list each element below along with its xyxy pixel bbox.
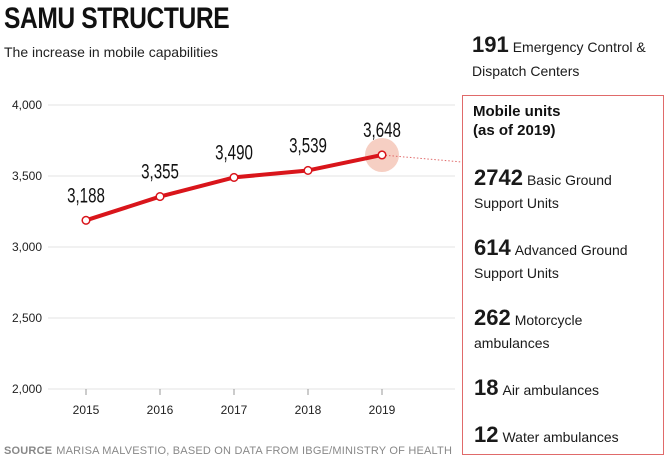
data-point (155, 192, 165, 202)
series-line (84, 152, 384, 223)
unit-label: Advanced Ground Support Units (474, 242, 628, 281)
y-tick-label: 4,000 (12, 98, 42, 112)
unit-basic-ground: 2742 Basic Ground Support Units (474, 166, 660, 215)
y-tick-label: 2,500 (12, 311, 42, 325)
unit-label: Water ambulances (502, 429, 619, 445)
unit-label: Basic Ground Support Units (474, 172, 612, 211)
x-tick-label: 2018 (295, 403, 322, 417)
mobile-units-box: Mobile units (as of 2019) 2742 Basic Grou… (462, 95, 664, 455)
data-point (303, 165, 313, 176)
unit-motorcycle: 262 Motorcycle ambulances (474, 306, 660, 355)
centers-stat: 191 Emergency Control & Dispatch Centers (472, 33, 668, 83)
centers-label: Emergency Control & Dispatch Centers (472, 39, 646, 79)
source-text: MARISA MALVESTIO, BASED ON DATA FROM IBG… (56, 445, 453, 457)
centers-value: 191 (472, 32, 509, 57)
unit-value: 262 (474, 305, 511, 330)
unit-label: Motorcycle ambulances (474, 312, 583, 351)
y-tick-label: 3,500 (12, 169, 42, 183)
data-label: 3,539 (289, 133, 327, 157)
unit-water: 12 Water ambulances (474, 423, 660, 449)
mobile-units-heading: Mobile units (as of 2019) (473, 102, 561, 140)
page-subtitle: The increase in mobile capabilities (4, 44, 218, 60)
mobile-units-heading-line2: (as of 2019) (473, 122, 556, 139)
page-title: SAMU STRUCTURE (4, 2, 230, 35)
source-note: SOURCE MARISA MALVESTIO, BASED ON DATA FR… (4, 445, 452, 457)
y-tick-label: 3,000 (12, 240, 42, 254)
data-label: 3,648 (363, 117, 401, 141)
line-chart: 2,000 2,500 3,000 3,500 4,000 2015 2016 2017 201… (12, 98, 462, 417)
data-point (229, 172, 239, 182)
data-label: 3,355 (141, 159, 179, 183)
unit-value: 2742 (474, 165, 523, 190)
unit-label: Air ambulances (502, 382, 599, 398)
unit-value: 614 (474, 235, 511, 260)
x-tick-label: 2017 (221, 403, 248, 417)
x-tick-label: 2019 (369, 403, 396, 417)
x-tick-label: 2016 (147, 403, 174, 417)
data-point (81, 215, 91, 225)
source-key: SOURCE (4, 445, 53, 457)
data-point (377, 150, 387, 160)
unit-advanced-ground: 614 Advanced Ground Support Units (474, 236, 660, 285)
x-tick-label: 2015 (73, 403, 100, 417)
leader-line (381, 154, 462, 163)
unit-value: 18 (474, 375, 499, 400)
mobile-units-heading-line1: Mobile units (473, 103, 561, 120)
y-tick-label: 2,000 (12, 382, 42, 396)
unit-value: 12 (474, 422, 499, 447)
data-label: 3,188 (67, 183, 105, 207)
data-label: 3,490 (215, 140, 253, 164)
unit-air: 18 Air ambulances (474, 376, 660, 402)
